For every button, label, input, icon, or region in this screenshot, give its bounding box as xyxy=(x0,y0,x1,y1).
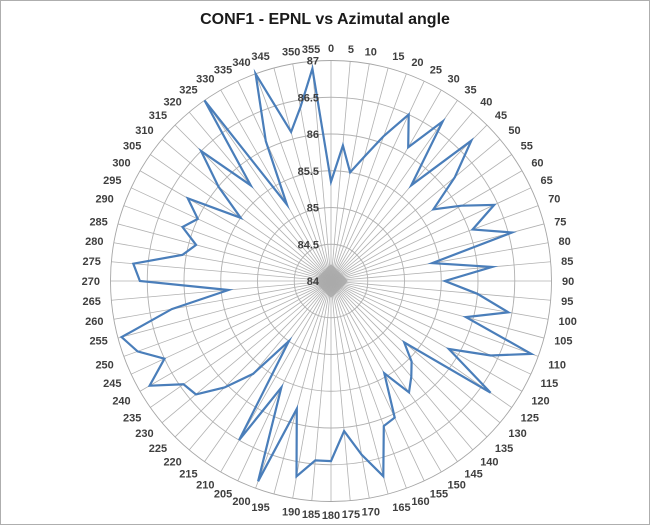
radial-axis-label: 85.5 xyxy=(298,166,319,178)
angle-label: 175 xyxy=(342,509,360,521)
ring-gridline xyxy=(257,207,405,355)
angle-label: 85 xyxy=(561,256,573,268)
radial-axis-label: 84.5 xyxy=(298,239,319,251)
radial-axis-label: 86.5 xyxy=(298,92,319,104)
angle-label: 65 xyxy=(541,175,553,187)
angle-label: 260 xyxy=(85,316,103,328)
angle-label: 220 xyxy=(163,456,181,468)
angle-label: 280 xyxy=(85,236,103,248)
angle-label: 255 xyxy=(89,335,107,347)
angle-label: 230 xyxy=(135,428,153,440)
angle-label: 160 xyxy=(411,496,429,508)
center-marker xyxy=(314,264,348,298)
angle-label: 25 xyxy=(430,64,442,76)
angle-label: 300 xyxy=(112,158,130,170)
angle-label: 55 xyxy=(521,141,533,153)
angle-label: 50 xyxy=(508,125,520,137)
angle-label: 180 xyxy=(322,510,340,522)
angle-label: 70 xyxy=(548,194,560,206)
angle-label: 295 xyxy=(103,175,121,187)
angle-label: 330 xyxy=(196,74,214,86)
angle-label: 205 xyxy=(214,489,232,501)
angle-label: 130 xyxy=(508,428,526,440)
angle-label: 100 xyxy=(559,316,577,328)
epnl-series-line xyxy=(119,63,536,482)
angle-label: 190 xyxy=(282,507,300,519)
angle-label: 170 xyxy=(362,507,380,519)
ring-gridline xyxy=(110,60,552,502)
angle-label: 95 xyxy=(561,296,573,308)
angle-label: 125 xyxy=(521,412,539,424)
angle-label: 75 xyxy=(554,217,566,229)
angle-label: 240 xyxy=(112,396,130,408)
angle-label: 15 xyxy=(392,51,404,63)
angle-label: 335 xyxy=(214,64,232,76)
angle-label: 35 xyxy=(464,84,476,96)
angle-label: 325 xyxy=(179,84,197,96)
angle-label: 285 xyxy=(89,217,107,229)
radial-axis-label: 85 xyxy=(307,203,319,215)
angle-label: 20 xyxy=(411,57,423,69)
angle-label: 30 xyxy=(448,74,460,86)
angle-label: 155 xyxy=(430,489,448,501)
angle-label: 105 xyxy=(554,335,572,347)
angle-label: 245 xyxy=(103,378,121,390)
angle-label: 290 xyxy=(95,194,113,206)
angle-label: 320 xyxy=(163,97,181,109)
ring-gridline xyxy=(220,170,442,392)
chart-title: CONF1 - EPNL vs Azimutal angle xyxy=(200,11,450,28)
angle-label: 140 xyxy=(480,456,498,468)
angle-label: 270 xyxy=(82,276,100,288)
angle-label: 345 xyxy=(251,51,269,63)
angle-label: 195 xyxy=(251,502,269,514)
ring-gridline xyxy=(293,243,369,319)
angle-label: 215 xyxy=(179,469,197,481)
angle-label: 355 xyxy=(302,44,320,56)
angle-label: 45 xyxy=(495,110,507,122)
angle-label: 235 xyxy=(123,412,141,424)
angle-label: 210 xyxy=(196,479,214,491)
angle-label: 145 xyxy=(464,469,482,481)
radial-axis-label: 86 xyxy=(307,129,319,141)
angle-label: 90 xyxy=(562,276,574,288)
angle-label: 315 xyxy=(149,110,167,122)
angle-label: 340 xyxy=(232,57,250,69)
angle-label: 265 xyxy=(83,296,101,308)
angle-label: 305 xyxy=(123,141,141,153)
angle-label: 120 xyxy=(531,396,549,408)
angle-label: 5 xyxy=(348,44,354,56)
angle-label: 250 xyxy=(95,359,113,371)
angle-label: 40 xyxy=(480,97,492,109)
radial-axis-label: 87 xyxy=(307,56,319,68)
angle-label: 0 xyxy=(328,43,334,55)
angle-label: 185 xyxy=(302,509,320,521)
angle-label: 115 xyxy=(541,378,559,390)
radial-axis-label: 84 xyxy=(307,276,320,288)
angle-label: 150 xyxy=(448,479,466,491)
angle-label: 110 xyxy=(548,359,566,371)
angle-label: 10 xyxy=(365,46,377,58)
angle-label: 275 xyxy=(83,256,101,268)
angle-label: 225 xyxy=(149,443,167,455)
ring-gridline xyxy=(183,133,479,429)
angle-label: 60 xyxy=(531,158,543,170)
angle-label: 350 xyxy=(282,46,300,58)
angle-label: 80 xyxy=(559,236,571,248)
angle-label: 165 xyxy=(392,502,410,514)
angle-label: 200 xyxy=(232,496,250,508)
angle-label: 135 xyxy=(495,443,513,455)
angle-label: 310 xyxy=(135,125,153,137)
